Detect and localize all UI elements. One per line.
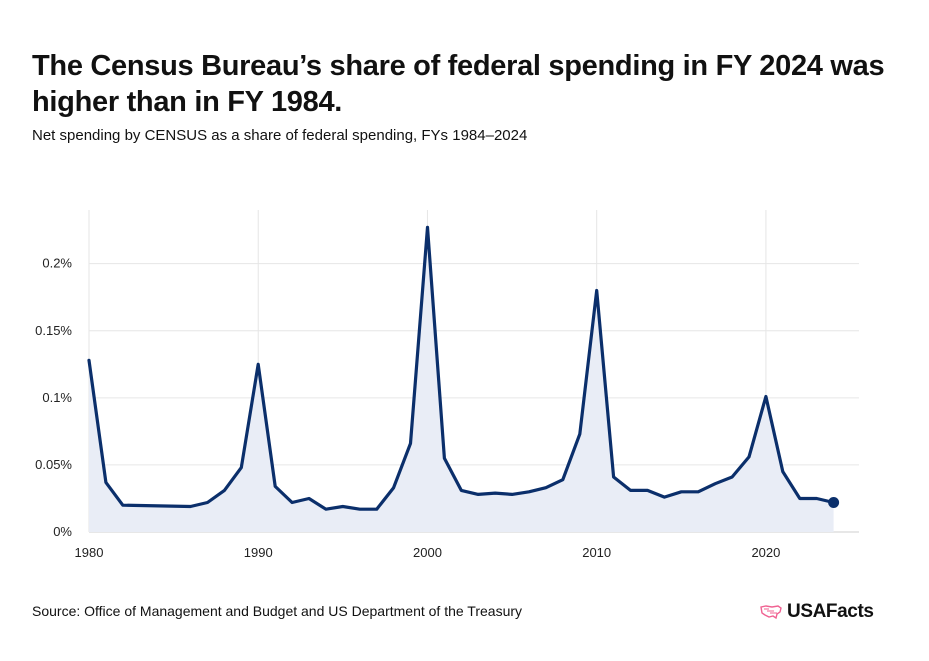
x-tick-label: 2010 — [582, 545, 611, 560]
y-tick-label: 0.2% — [42, 256, 72, 271]
area-fill — [89, 227, 834, 532]
axis-labels: 0% 0.05% 0.1% 0.15% 0.2% 1980 1990 2000 2010 2020 — [35, 256, 780, 560]
brand-name: USAFacts — [787, 601, 874, 622]
source-note: Source: Office of Management and Budget … — [32, 603, 523, 619]
us-map-icon — [760, 605, 782, 620]
end-point-marker — [828, 496, 840, 508]
series-line-layer — [87, 225, 840, 511]
chart-title: The Census Bureau’s share of federal spe… — [32, 50, 885, 118]
x-tick-label: 2020 — [751, 545, 780, 560]
y-tick-label: 0.05% — [35, 457, 72, 472]
y-tick-label: 0.15% — [35, 323, 72, 338]
x-tick-label: 2000 — [413, 545, 442, 560]
y-tick-label: 0.1% — [42, 390, 72, 405]
chart-subtitle: Net spending by CENSUS as a share of fed… — [32, 127, 528, 144]
brand-logo[interactable]: USAFacts — [760, 601, 874, 623]
x-tick-label: 1990 — [244, 545, 273, 560]
series-line — [87, 225, 836, 511]
area-fill-layer — [89, 227, 834, 532]
y-tick-label: 0% — [53, 524, 72, 539]
x-tick-label: 1980 — [75, 545, 104, 560]
